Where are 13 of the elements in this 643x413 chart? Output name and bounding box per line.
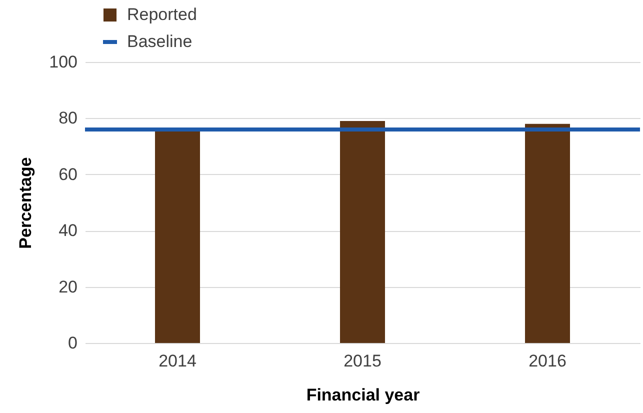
- y-tick-label: 60: [58, 164, 78, 184]
- y-tick-label: 40: [58, 221, 78, 240]
- y-tick-label: 0: [68, 334, 78, 352]
- y-tick-label: 20: [58, 277, 78, 296]
- x-tick-label: 2015: [344, 352, 382, 370]
- y-axis-title: Percentage: [16, 157, 36, 249]
- legend-label: Reported: [127, 5, 197, 24]
- x-tick-label: 2016: [528, 352, 566, 370]
- y-tick-label: 100: [49, 52, 78, 72]
- x-tick-label: 2014: [158, 352, 196, 370]
- y-tick-label: 80: [58, 108, 78, 128]
- x-axis-title: Financial year: [306, 386, 420, 404]
- legend-label: Baseline: [127, 32, 192, 51]
